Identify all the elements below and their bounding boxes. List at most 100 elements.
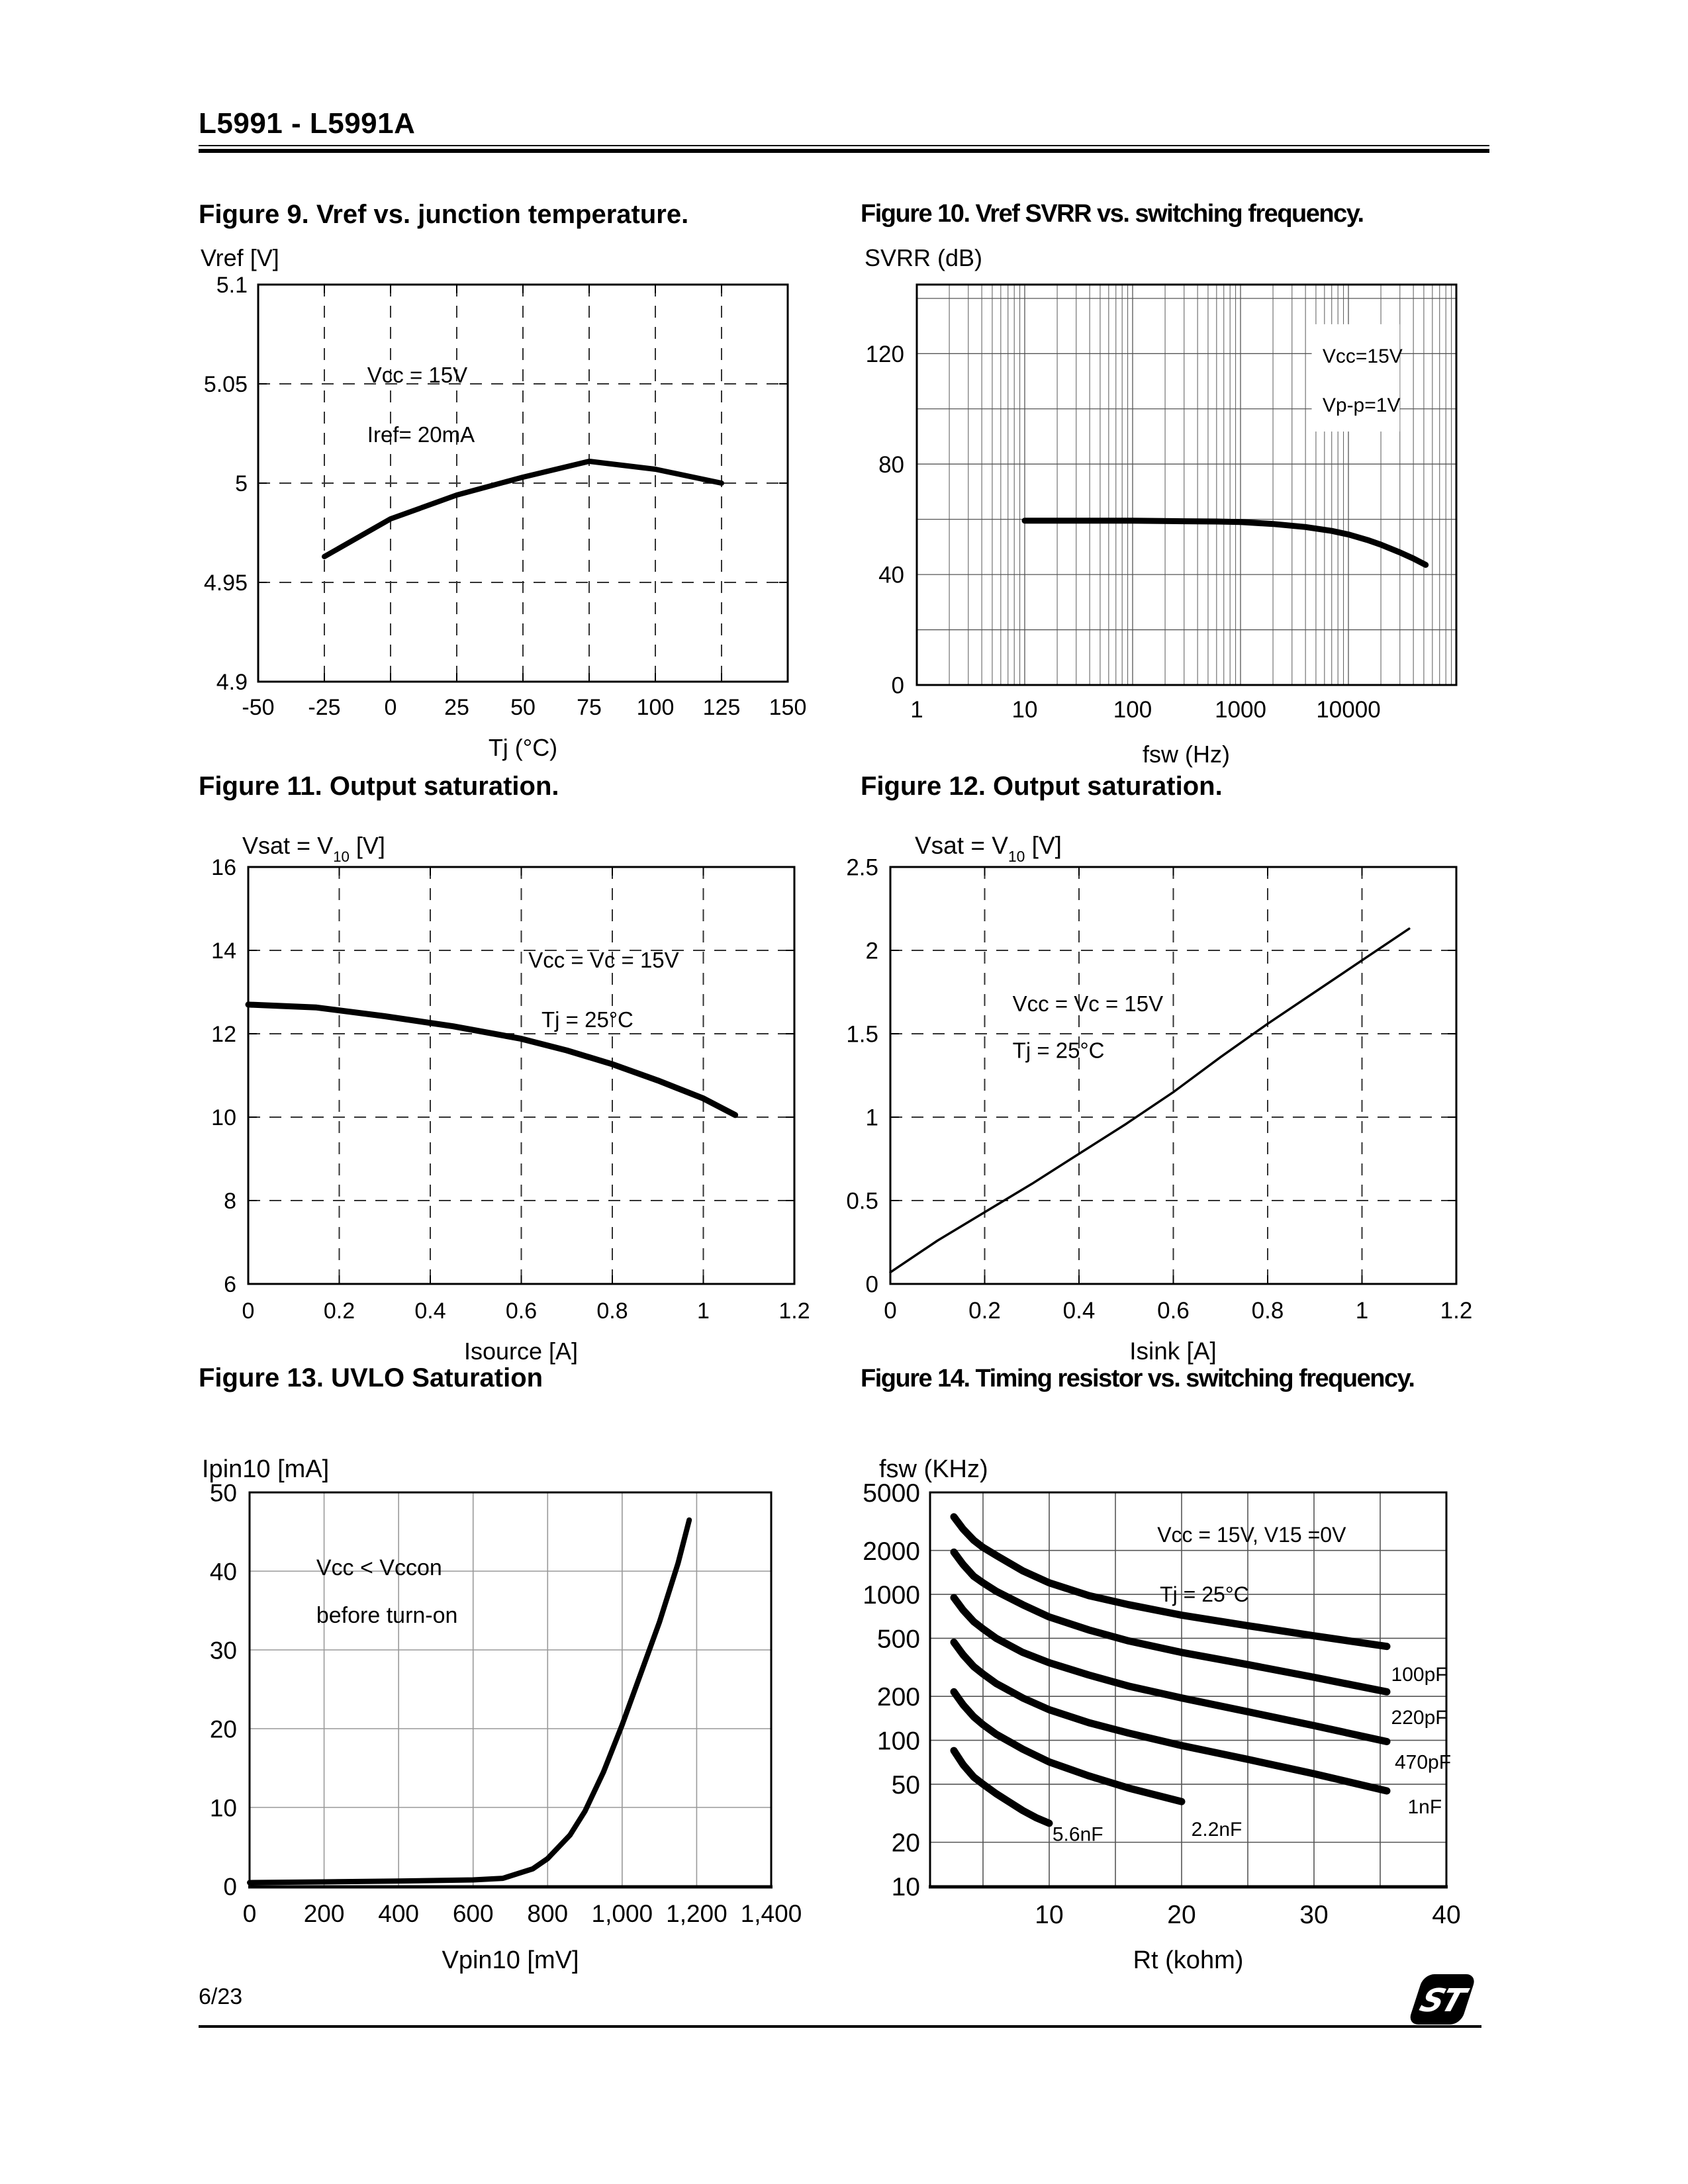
svg-text:1.2: 1.2 bbox=[1440, 1298, 1473, 1324]
svg-text:8: 8 bbox=[224, 1189, 236, 1214]
fig9-edge-ticks bbox=[258, 285, 788, 682]
fig11-annotation-0: Vcc = Vc = 15V bbox=[528, 948, 679, 972]
svg-text:10: 10 bbox=[892, 1873, 920, 1901]
svg-text:10: 10 bbox=[211, 1105, 236, 1130]
svg-text:0.6: 0.6 bbox=[1157, 1298, 1190, 1324]
fig9-chart: Vcc = 15V Iref= 20mA -50 -25 0 25 50 75 100 125 15… bbox=[201, 244, 806, 761]
svg-text:5: 5 bbox=[235, 471, 248, 496]
fig11-xlabel: Isource [A] bbox=[464, 1338, 578, 1365]
fig13-ylabel: Ipin10 [mA] bbox=[202, 1455, 329, 1483]
fig12-grid bbox=[890, 867, 1456, 1284]
fig14-series-220pF bbox=[950, 1548, 1391, 1696]
svg-text:2000: 2000 bbox=[863, 1537, 920, 1566]
fig14-annotation-6: 2.2nF bbox=[1192, 1819, 1243, 1841]
fig10-annotation-1: Vp-p=1V bbox=[1323, 394, 1401, 416]
fig12-chart: Vcc = Vc = 15V Tj = 25°C 0 0.2 0.4 0.6 0.8 1 1.2… bbox=[846, 832, 1472, 1365]
fig9-annotation-1: Iref= 20mA bbox=[367, 422, 475, 447]
fig14-series-1nF bbox=[950, 1638, 1391, 1795]
fig11-grid bbox=[248, 867, 794, 1284]
svg-text:200: 200 bbox=[304, 1900, 345, 1927]
figure11-title: Figure 11. Output saturation. bbox=[199, 772, 559, 801]
svg-text:0: 0 bbox=[884, 1298, 896, 1324]
svg-text:0: 0 bbox=[866, 1272, 878, 1298]
svg-text:0.6: 0.6 bbox=[506, 1298, 537, 1324]
fig9-tick-labels: -50 -25 0 25 50 75 100 125 150 4.9 4.95 5 5.05 5.1 bbox=[204, 273, 807, 720]
svg-text:50: 50 bbox=[210, 1479, 237, 1506]
fig12-ylabel: Vsat = V10 [V] bbox=[915, 832, 1062, 865]
svg-text:5.1: 5.1 bbox=[216, 273, 248, 298]
svg-text:4.9: 4.9 bbox=[216, 670, 248, 695]
svg-text:10000: 10000 bbox=[1316, 697, 1380, 723]
svg-text:20: 20 bbox=[1167, 1901, 1196, 1929]
figure10-title: Figure 10. Vref SVRR vs. switching frequ… bbox=[861, 200, 1364, 228]
fig10-annotation-0: Vcc=15V bbox=[1323, 345, 1403, 367]
svg-text:120: 120 bbox=[866, 341, 904, 367]
fig14-ylabel: fsw (KHz) bbox=[879, 1455, 988, 1483]
fig12-edge-ticks bbox=[890, 867, 1456, 1284]
svg-text:0: 0 bbox=[223, 1873, 237, 1900]
svg-text:4.95: 4.95 bbox=[204, 570, 248, 596]
svg-text:0: 0 bbox=[242, 1298, 255, 1324]
svg-text:40: 40 bbox=[210, 1558, 237, 1585]
svg-text:25: 25 bbox=[444, 695, 469, 720]
fig14-annotation-3: 220pF bbox=[1391, 1707, 1448, 1729]
svg-text:80: 80 bbox=[878, 452, 904, 478]
fig10-tick-labels: 1 10 100 1000 10000 0 40 80 120 bbox=[866, 341, 1381, 723]
svg-text:40: 40 bbox=[878, 563, 904, 588]
svg-text:10: 10 bbox=[1012, 697, 1038, 723]
svg-text:0.8: 0.8 bbox=[1252, 1298, 1284, 1324]
fig14-series-2.2nF bbox=[950, 1688, 1186, 1805]
header-rule-thin bbox=[199, 145, 1489, 146]
svg-text:40: 40 bbox=[1432, 1901, 1460, 1929]
svg-text:6: 6 bbox=[224, 1272, 236, 1297]
svg-text:0.2: 0.2 bbox=[324, 1298, 355, 1324]
svg-text:2.5: 2.5 bbox=[846, 855, 878, 881]
svg-text:75: 75 bbox=[577, 695, 602, 720]
svg-text:14: 14 bbox=[211, 938, 236, 964]
fig12-tick-labels: 0 0.2 0.4 0.6 0.8 1 1.2 0 0.5 1 1.5 2 2.5 bbox=[846, 855, 1472, 1324]
svg-text:30: 30 bbox=[1299, 1901, 1328, 1929]
svg-text:30: 30 bbox=[210, 1637, 237, 1664]
svg-text:1.2: 1.2 bbox=[778, 1298, 810, 1324]
fig13-annotation-1: before turn-on bbox=[316, 1603, 458, 1628]
fig11-chart: Vcc = Vc = 15V Tj = 25°C 0 0.2 0.4 0.6 0.8 1 1.2… bbox=[211, 832, 810, 1365]
fig14-annotation-1: Tj = 25°C bbox=[1160, 1582, 1249, 1606]
svg-text:12: 12 bbox=[211, 1022, 236, 1047]
svg-text:1: 1 bbox=[1356, 1298, 1368, 1324]
svg-text:0.4: 0.4 bbox=[1063, 1298, 1096, 1324]
header-rule-thick bbox=[199, 149, 1489, 153]
svg-text:1000: 1000 bbox=[863, 1581, 920, 1610]
figure12-title: Figure 12. Output saturation. bbox=[861, 772, 1223, 801]
svg-text:2: 2 bbox=[866, 938, 878, 964]
svg-text:100: 100 bbox=[877, 1727, 920, 1756]
fig14-tick-labels: 10 20 30 40 10 20 50 100 200 500 1000 2000 5000 bbox=[863, 1479, 1460, 1929]
svg-text:200: 200 bbox=[877, 1683, 920, 1711]
svg-text:100: 100 bbox=[1113, 697, 1152, 723]
svg-text:0: 0 bbox=[243, 1900, 257, 1927]
fig9-grid bbox=[258, 285, 788, 682]
fig14-chart: Vcc = 15V, V15 =0V Tj = 25°C 100pF 220pF 470… bbox=[863, 1455, 1460, 1974]
fig9-annotation-0: Vcc = 15V bbox=[367, 363, 467, 387]
svg-text:50: 50 bbox=[892, 1771, 920, 1799]
fig10-annotation-box bbox=[1311, 324, 1400, 432]
fig10-series-SVRR bbox=[1021, 518, 1429, 568]
fig12-xlabel: Isink [A] bbox=[1129, 1338, 1217, 1365]
figure9-title: Figure 9. Vref vs. junction temperature. bbox=[199, 200, 689, 229]
fig14-annotation-7: 5.6nF bbox=[1053, 1824, 1103, 1846]
svg-text:0.4: 0.4 bbox=[414, 1298, 445, 1324]
page-header-title: L5991 - L5991A bbox=[199, 107, 416, 140]
svg-text:125: 125 bbox=[703, 695, 741, 720]
svg-text:10: 10 bbox=[210, 1794, 237, 1821]
svg-text:5000: 5000 bbox=[863, 1479, 920, 1508]
fig14-annotation-0: Vcc = 15V, V15 =0V bbox=[1157, 1523, 1346, 1547]
svg-text:1.5: 1.5 bbox=[846, 1022, 878, 1048]
st-logo-shape bbox=[1410, 1974, 1474, 2025]
fig13-series-Ipin10 bbox=[247, 1517, 692, 1886]
fig14-annotation-4: 470pF bbox=[1395, 1752, 1451, 1774]
svg-text:1,000: 1,000 bbox=[592, 1900, 653, 1927]
svg-text:5.05: 5.05 bbox=[204, 372, 248, 397]
svg-text:0.8: 0.8 bbox=[596, 1298, 628, 1324]
figure14-title: Figure 14. Timing resistor vs. switching… bbox=[861, 1365, 1415, 1392]
